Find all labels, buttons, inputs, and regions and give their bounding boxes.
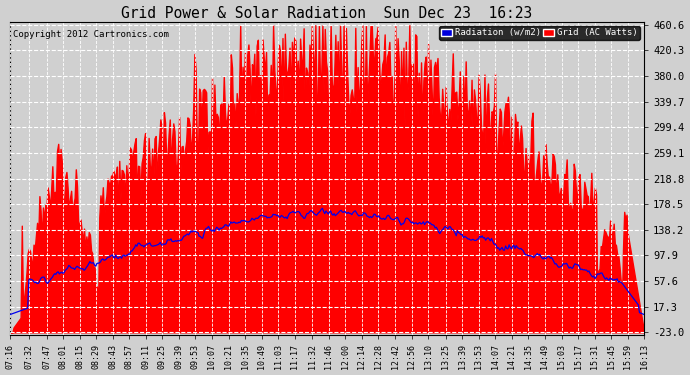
Text: Copyright 2012 Cartronics.com: Copyright 2012 Cartronics.com [13,30,169,39]
Title: Grid Power & Solar Radiation  Sun Dec 23  16:23: Grid Power & Solar Radiation Sun Dec 23 … [121,6,533,21]
Legend: Radiation (w/m2), Grid (AC Watts): Radiation (w/m2), Grid (AC Watts) [439,26,640,40]
